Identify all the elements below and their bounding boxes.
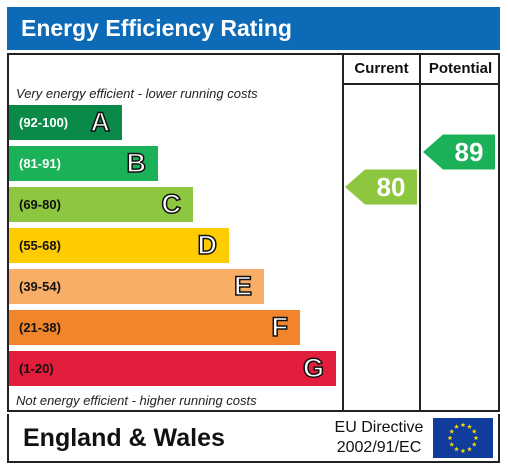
band-range-label: (69-80) <box>19 197 61 212</box>
band-a: (92-100) A <box>9 105 122 140</box>
efficient-note: Very energy efficient - lower running co… <box>16 86 258 101</box>
band-letter-label: C <box>161 188 182 220</box>
star-icon <box>473 435 479 441</box>
current-rating-arrow-shape <box>345 169 417 205</box>
star-icon <box>467 446 472 452</box>
band-letter-label: D <box>197 229 218 261</box>
star-icon <box>460 422 466 428</box>
potential-rating-arrow: 89 <box>423 134 495 170</box>
band-range-label: (92-100) <box>19 115 69 130</box>
band-range-label: (39-54) <box>19 279 61 294</box>
directive-line-1: EU Directive <box>334 419 424 436</box>
band-range-label: (1-20) <box>19 361 54 376</box>
band-range-label: (21-38) <box>19 320 61 335</box>
band-g: (1-20) G <box>9 351 336 386</box>
inefficient-note: Not energy efficient - higher running co… <box>16 393 257 408</box>
band-letter-label: E <box>233 270 253 302</box>
star-icon <box>449 428 455 434</box>
current-column-header: Current <box>354 60 409 77</box>
eu-directive: EU Directive 2002/91/EC <box>327 418 431 458</box>
star-icon <box>467 424 472 429</box>
potential-column-header: Potential <box>428 60 493 77</box>
band-c: (69-80) C <box>9 187 193 222</box>
star-icon <box>454 446 459 452</box>
band-range-label: (55-68) <box>19 238 61 253</box>
star-icon <box>471 428 477 434</box>
current-rating-arrow: 80 <box>345 169 417 205</box>
band-letter-label: G <box>302 352 325 384</box>
potential-rating-arrow-value: 89 <box>455 137 484 167</box>
directive-line-2: 2002/91/EC <box>336 439 422 456</box>
column-divider <box>342 55 344 410</box>
star-icon <box>447 435 453 441</box>
region-label: England & Wales <box>23 424 225 452</box>
band-f: (21-38) F <box>9 310 300 345</box>
band-b: (81-91) B <box>9 146 158 181</box>
band-d: (55-68) D <box>9 228 229 263</box>
star-icon <box>471 441 477 447</box>
band-letter-label: F <box>271 311 289 343</box>
band-range-label: (81-91) <box>19 156 61 171</box>
star-icon <box>454 424 459 429</box>
eu-stars-icon <box>447 422 479 454</box>
star-icon <box>460 448 466 454</box>
star-icon <box>449 441 455 447</box>
potential-rating-arrow-shape <box>423 134 495 170</box>
chart-title: Energy Efficiency Rating <box>7 7 500 50</box>
band-letter-label: B <box>126 147 147 179</box>
column-divider <box>419 55 421 410</box>
header-divider <box>343 83 498 85</box>
band-e: (39-54) E <box>9 269 264 304</box>
current-rating-arrow-value: 80 <box>377 172 406 202</box>
rating-chart: Current Potential <box>7 53 500 412</box>
chart-footer: England & Wales EU Directive 2002/91/EC <box>7 414 500 463</box>
eu-flag-icon <box>433 418 493 458</box>
band-letter-label: A <box>90 106 111 138</box>
